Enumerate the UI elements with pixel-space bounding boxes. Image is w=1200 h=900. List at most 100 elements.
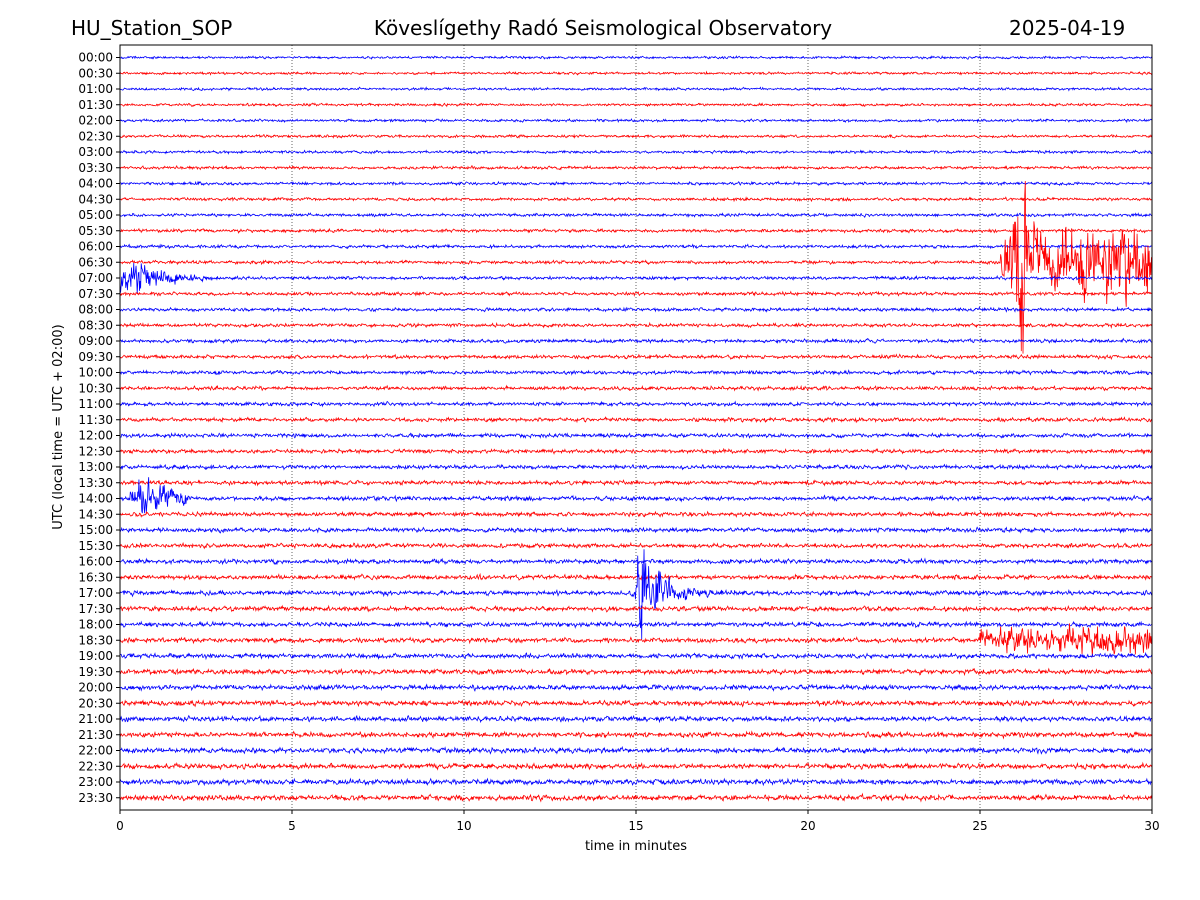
trace-1100 <box>119 400 1153 408</box>
trace-0730 <box>119 290 1153 297</box>
y-tick-label: 07:00 <box>78 271 113 285</box>
y-tick-label: 02:30 <box>78 129 113 143</box>
x-tick-label: 15 <box>628 819 643 833</box>
x-axis-ticks: 0 5 10 15 20 25 30 <box>116 810 1160 833</box>
y-tick-label: 00:30 <box>78 66 113 80</box>
y-tick-label: 10:30 <box>78 381 113 395</box>
trace-0130 <box>119 102 1153 108</box>
y-tick-label: 14:00 <box>78 492 113 506</box>
y-tick-label: 05:00 <box>78 208 113 222</box>
trace-2030 <box>119 698 1153 708</box>
trace-0930 <box>119 353 1153 361</box>
trace-1300 <box>119 463 1153 471</box>
trace-0330 <box>119 164 1153 171</box>
y-tick-label: 11:00 <box>78 397 113 411</box>
trace-0030 <box>119 70 1153 76</box>
y-tick-label: 00:00 <box>78 51 113 65</box>
trace-1200 <box>119 431 1153 439</box>
station-label: HU_Station_SOP <box>71 16 233 40</box>
trace-2100 <box>119 714 1153 724</box>
trace-2230 <box>119 761 1153 771</box>
trace-1030 <box>119 384 1153 392</box>
y-tick-label: 12:00 <box>78 429 113 443</box>
y-tick-label: 09:30 <box>78 350 113 364</box>
y-tick-label: 04:30 <box>78 192 113 206</box>
trace-2330 <box>119 792 1153 803</box>
y-tick-label: 13:30 <box>78 476 113 490</box>
trace-1130 <box>119 416 1153 424</box>
y-tick-label: 16:00 <box>78 555 113 569</box>
y-tick-label: 03:00 <box>78 145 113 159</box>
y-tick-label: 16:30 <box>78 570 113 584</box>
x-tick-label: 10 <box>456 819 471 833</box>
trace-1500 <box>119 526 1153 534</box>
x-tick-label: 30 <box>1144 819 1159 833</box>
y-tick-label: 17:00 <box>78 586 113 600</box>
y-tick-label: 20:30 <box>78 696 113 710</box>
x-tick-label: 25 <box>972 819 987 833</box>
trace-0700 <box>119 262 1153 294</box>
grid-lines <box>291 45 981 810</box>
y-tick-label: 14:30 <box>78 507 113 521</box>
y-tick-label: 01:00 <box>78 82 113 96</box>
trace-0800 <box>119 306 1153 313</box>
trace-1000 <box>119 368 1153 376</box>
x-axis-label: time in minutes <box>585 839 687 854</box>
trace-1230 <box>119 447 1153 455</box>
trace-1400 <box>119 477 1153 514</box>
y-tick-label: 22:00 <box>78 744 113 758</box>
trace-0430 <box>119 196 1153 203</box>
chart-title: Köveslígethy Radó Seismological Observat… <box>373 16 833 40</box>
y-tick-label: 21:00 <box>78 712 113 726</box>
trace-0100 <box>119 86 1153 92</box>
trace-2300 <box>119 777 1153 787</box>
trace-1530 <box>119 541 1153 550</box>
trace-0530 <box>119 227 1153 234</box>
trace-1930 <box>119 667 1153 677</box>
trace-0000 <box>119 55 1153 60</box>
y-tick-label: 20:00 <box>78 681 113 695</box>
y-tick-label: 17:30 <box>78 602 113 616</box>
trace-2200 <box>119 745 1153 755</box>
trace-0630 <box>119 181 1153 354</box>
trace-1830 <box>119 623 1152 657</box>
y-tick-label: 10:00 <box>78 366 113 380</box>
trace-2130 <box>119 730 1153 740</box>
trace-0200 <box>119 117 1153 124</box>
x-tick-label: 20 <box>800 819 815 833</box>
y-tick-label: 04:00 <box>78 177 113 191</box>
y-tick-label: 21:30 <box>78 728 113 742</box>
y-tick-label: 06:00 <box>78 240 113 254</box>
trace-2000 <box>119 683 1153 692</box>
trace-0600 <box>119 243 1153 250</box>
y-tick-label: 15:00 <box>78 523 113 537</box>
y-tick-label: 11:30 <box>78 413 113 427</box>
y-axis-label: UTC (local time = UTC + 02:00) <box>51 324 66 529</box>
trace-1730 <box>119 604 1153 613</box>
y-tick-label: 09:00 <box>78 334 113 348</box>
x-tick-label: 0 <box>116 819 124 833</box>
trace-0900 <box>119 337 1153 345</box>
trace-1430 <box>119 510 1153 519</box>
y-tick-label: 08:30 <box>78 318 113 332</box>
trace-0230 <box>119 133 1153 139</box>
trace-1600 <box>119 557 1153 566</box>
date-label: 2025-04-19 <box>1009 16 1126 40</box>
trace-1800 <box>119 620 1153 629</box>
y-tick-label: 19:00 <box>78 649 113 663</box>
trace-0300 <box>119 149 1153 155</box>
trace-1330 <box>119 479 1153 487</box>
y-tick-label: 12:30 <box>78 444 113 458</box>
y-tick-label: 02:00 <box>78 114 113 128</box>
y-tick-label: 03:30 <box>78 161 113 175</box>
seismogram-traces <box>119 55 1153 803</box>
y-tick-label: 07:30 <box>78 287 113 301</box>
trace-0830 <box>119 321 1153 329</box>
trace-0500 <box>119 212 1153 219</box>
y-tick-label: 23:30 <box>78 791 113 805</box>
trace-1700 <box>119 549 1153 640</box>
trace-0400 <box>119 180 1153 187</box>
y-tick-label: 05:30 <box>78 224 113 238</box>
y-tick-label: 23:00 <box>78 775 113 789</box>
